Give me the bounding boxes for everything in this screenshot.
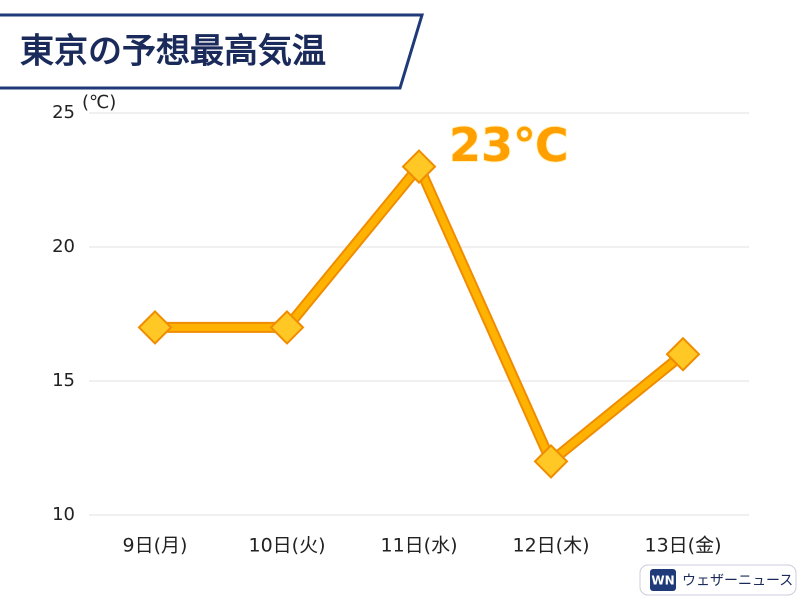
x-tick-label: 9日(月) [123, 535, 188, 557]
marker [401, 149, 437, 185]
y-unit: (℃) [82, 92, 116, 113]
value-label: 23℃ [449, 118, 569, 172]
logo-text: ウェザーニュース [682, 573, 793, 589]
chart-title: 東京の予想最高気温 [20, 32, 326, 72]
y-tick-label: 20 [52, 236, 75, 257]
plot: 10 15 20 25 9日(月) 10日(火) 11日(水) 12日(木) 13日(金) 23℃ [52, 102, 749, 557]
x-tick-label: 12日(木) [512, 535, 589, 557]
marker [137, 309, 173, 345]
y-tick-label: 25 [52, 102, 75, 123]
y-tick-label: 10 [52, 504, 75, 525]
x-tick-label: 10日(火) [248, 535, 325, 557]
y-tick-label: 15 [52, 370, 75, 391]
marker [665, 336, 701, 372]
marker [533, 443, 569, 479]
logo-box [639, 564, 797, 596]
marker [269, 309, 305, 345]
x-tick-label: 13日(金) [644, 535, 721, 557]
title-box [0, 13, 425, 90]
x-tick-label: 11日(水) [380, 535, 457, 557]
logo-icon-bg [650, 569, 676, 591]
logo-icon: WN [651, 574, 674, 588]
